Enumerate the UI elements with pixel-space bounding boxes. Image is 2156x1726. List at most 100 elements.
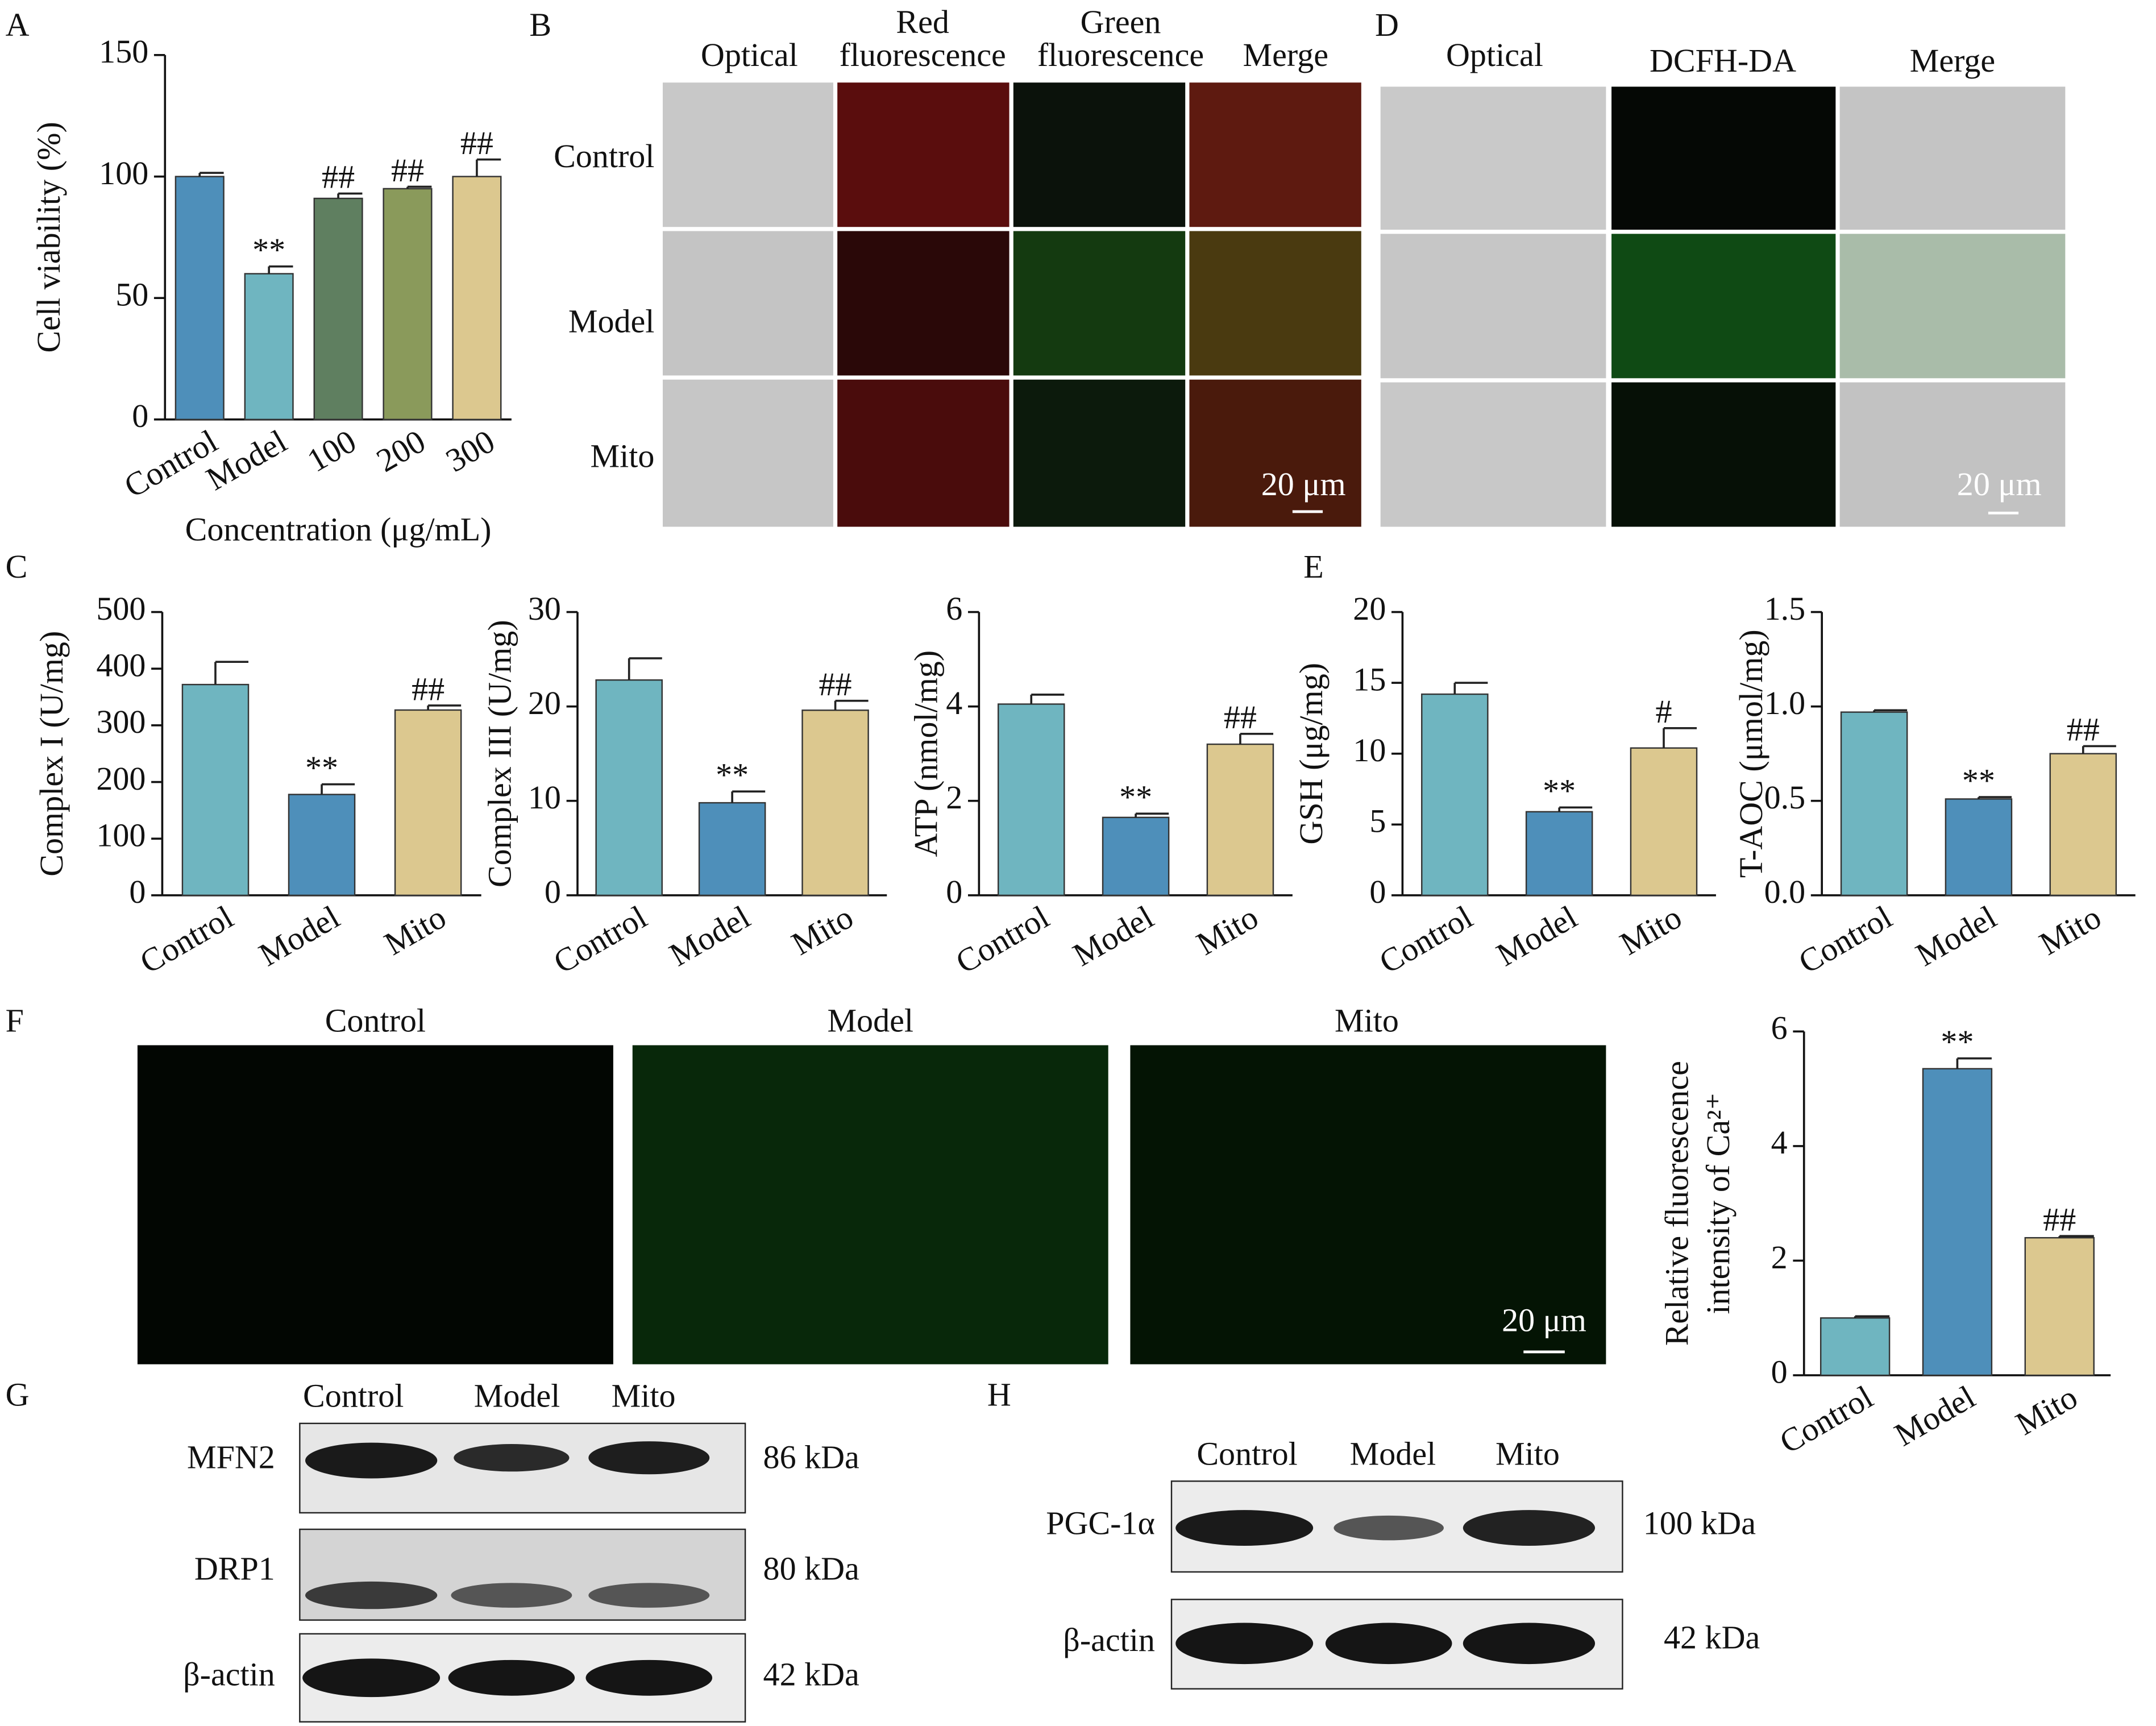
error-bar [1854,1315,1890,1318]
significance-label: # [1655,693,1672,730]
column-header: Optical [701,36,798,73]
significance-label: ** [252,231,285,268]
panel-label: F [6,1002,24,1039]
scale-bar-label: 20 μm [1502,1302,1586,1339]
y-tick-label: 15 [1353,661,1386,698]
header-line: fluorescence [1037,36,1204,73]
y-tick-label: 5 [1369,803,1386,840]
error-bar [321,783,355,795]
y-tick-label: 50 [115,276,148,313]
y-axis-label: intensity of Ca²⁺ [1700,1093,1737,1314]
y-tick-label: 2 [1771,1239,1788,1276]
error-bar [1663,727,1697,748]
lane-label: Control [303,1378,404,1414]
bar [181,683,250,897]
y-tick-label: 100 [96,817,146,854]
size-label: 42 kDa [763,1656,859,1693]
lane-label: Model [474,1378,560,1414]
significance-label: ** [1543,773,1576,810]
significance-label: ** [716,756,749,793]
error-bar [1558,806,1593,812]
column-header: Control [325,1002,426,1039]
column-header: Optical [1446,36,1543,73]
x-tick-label: Mito [785,898,859,962]
size-label: 100 kDa [1643,1504,1756,1541]
panel-label: E [1303,548,1323,585]
significance-label: ## [322,159,355,196]
x-tick-label: Mito [2009,1378,2083,1442]
x-tick-label: Model [200,422,293,497]
scale-bar-label: 20 μm [1957,466,2042,503]
y-tick-label: 0.0 [1764,873,1806,910]
panel-d-images [1380,86,2066,527]
error-bar [337,192,363,198]
significance-label: ** [1119,778,1152,815]
column-header: DCFH-DA [1650,42,1796,79]
y-axis-label: Cell viability (%) [30,122,67,352]
bar [1922,1068,1993,1376]
x-tick-label: Control [949,898,1055,981]
panel-g-blots [299,1422,746,1723]
bar [1206,743,1274,897]
error-bar [1956,1057,1992,1069]
bar [383,188,433,421]
error-bar [198,172,224,177]
y-tick-label: 4 [1771,1124,1788,1161]
row-label: Model [568,302,655,339]
x-tick-label: Model [1490,898,1584,973]
x-tick-label: Control [1373,898,1478,981]
bar [2049,753,2117,897]
panel-label: C [6,548,28,585]
x-axis-label: Concentration (μg/mL) [185,511,492,548]
error-bar [2058,1235,2094,1238]
lane-label: Mito [1496,1435,1560,1472]
error-bar [628,657,662,681]
lane-label: Mito [612,1378,676,1414]
row-label: Control [554,138,654,175]
significance-label: ## [2043,1201,2076,1238]
x-tick-label: Model [663,898,757,973]
x-tick-label: Model [1067,898,1160,973]
bar [175,176,225,421]
header-line: Green [1081,3,1161,40]
error-bar [1873,709,1908,712]
y-tick-label: 400 [96,647,146,684]
error-bar [268,265,293,274]
error-bar [1030,694,1065,704]
bar [698,802,766,897]
y-tick-label: 20 [1353,590,1386,627]
column-header: Mito [1335,1002,1399,1039]
panel-label: B [529,6,551,43]
significance-label: ## [460,125,493,161]
bar [394,709,462,897]
y-tick-label: 0 [132,397,148,434]
y-tick-label: 0 [1771,1353,1788,1390]
column-header: Merge [1910,42,1995,79]
column-header: Merge [1243,36,1328,73]
y-tick-label: 20 [528,684,561,721]
y-axis-label: Complex I (U/mg) [33,631,70,877]
row-label: Mito [591,437,655,474]
x-tick-label: Control [547,898,653,981]
size-label: 42 kDa [1664,1619,1760,1656]
header-line: fluorescence [840,36,1006,73]
error-bar [427,704,462,710]
y-tick-label: 0 [129,873,146,910]
error-bar [1239,732,1273,745]
bar [1945,798,2013,897]
y-tick-label: 500 [96,590,146,627]
header-line: Red [896,3,949,40]
x-tick-label: Control [1773,1378,1879,1461]
y-tick-label: 200 [96,760,146,797]
lane-label: Model [1350,1435,1436,1472]
bar [288,794,356,897]
panel-f-images [137,1045,1606,1364]
significance-label: ## [391,152,424,189]
significance-label: ** [1962,762,1995,799]
y-tick-label: 0.5 [1764,779,1806,816]
bar [1819,1317,1891,1376]
row-label: β-actin [183,1656,275,1693]
y-tick-label: 6 [1771,1010,1788,1047]
